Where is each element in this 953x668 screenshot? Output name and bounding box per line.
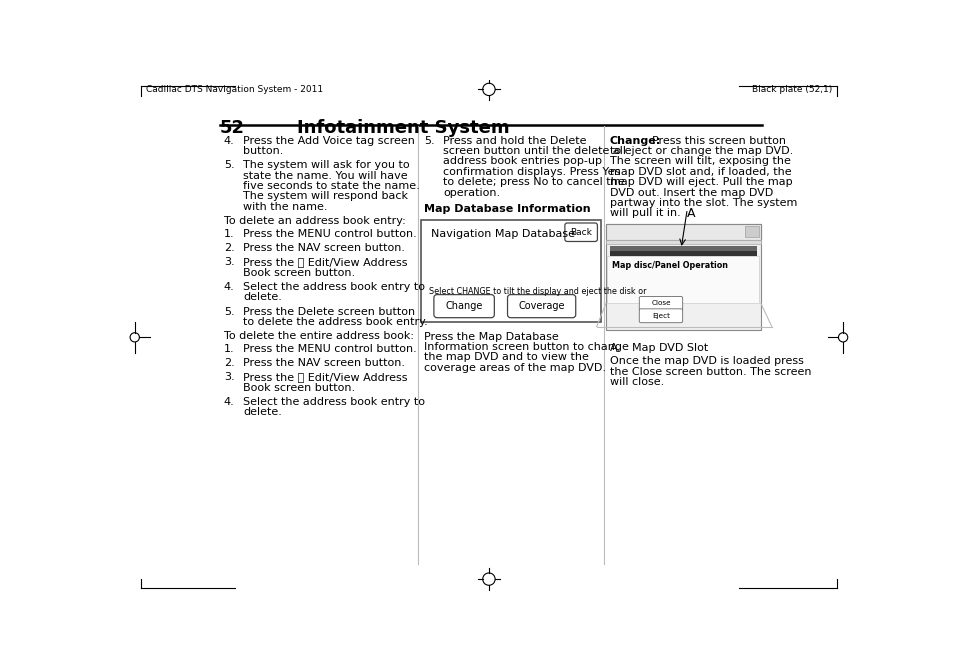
Text: Black plate (52,1): Black plate (52,1) <box>751 85 831 94</box>
Text: address book entries pop-up: address book entries pop-up <box>443 156 601 166</box>
Text: Once the map DVD is loaded press: Once the map DVD is loaded press <box>609 356 802 366</box>
Text: Close: Close <box>651 301 670 307</box>
Text: Cadillac DTS Navigation System - 2011: Cadillac DTS Navigation System - 2011 <box>146 85 322 94</box>
Text: Press the ⎓ Edit/View Address: Press the ⎓ Edit/View Address <box>243 257 407 267</box>
Text: Press and hold the Delete: Press and hold the Delete <box>443 136 586 146</box>
Text: Change: Change <box>445 301 482 311</box>
Text: state the name. You will have: state the name. You will have <box>243 170 408 180</box>
Text: Press this screen button: Press this screen button <box>645 136 785 146</box>
Text: partway into the slot. The system: partway into the slot. The system <box>609 198 797 208</box>
Text: To delete the entire address book:: To delete the entire address book: <box>224 331 414 341</box>
Text: Press the Add Voice tag screen: Press the Add Voice tag screen <box>243 136 415 146</box>
Text: Book screen button.: Book screen button. <box>243 383 355 393</box>
Text: Map disc/Panel Operation: Map disc/Panel Operation <box>612 261 727 270</box>
Text: coverage areas of the map DVD.: coverage areas of the map DVD. <box>423 363 605 373</box>
Text: to delete; press No to cancel the: to delete; press No to cancel the <box>443 177 624 187</box>
Text: Eject: Eject <box>651 313 669 319</box>
Text: 5.: 5. <box>224 160 234 170</box>
Text: Change:: Change: <box>609 136 660 146</box>
Text: Press the Delete screen button: Press the Delete screen button <box>243 307 415 317</box>
FancyBboxPatch shape <box>744 226 758 237</box>
FancyBboxPatch shape <box>421 220 600 323</box>
Text: delete.: delete. <box>243 293 282 303</box>
Text: Press the MENU control button.: Press the MENU control button. <box>243 344 416 354</box>
Text: confirmation displays. Press Yes: confirmation displays. Press Yes <box>443 167 619 177</box>
Text: Select the address book entry to: Select the address book entry to <box>243 397 425 407</box>
FancyBboxPatch shape <box>609 246 757 251</box>
Text: Press the MENU control button.: Press the MENU control button. <box>243 228 416 238</box>
Text: button.: button. <box>243 146 283 156</box>
Text: will close.: will close. <box>609 377 663 387</box>
Text: 5.: 5. <box>423 136 434 146</box>
FancyBboxPatch shape <box>434 295 494 318</box>
Text: A: A <box>686 207 695 220</box>
FancyBboxPatch shape <box>607 257 759 303</box>
FancyBboxPatch shape <box>605 240 760 244</box>
Text: The system will ask for you to: The system will ask for you to <box>243 160 410 170</box>
FancyBboxPatch shape <box>564 223 597 241</box>
Text: to eject or change the map DVD.: to eject or change the map DVD. <box>609 146 792 156</box>
Text: Select the address book entry to: Select the address book entry to <box>243 282 425 292</box>
Text: Back: Back <box>570 228 592 236</box>
Text: 52: 52 <box>220 119 245 137</box>
Text: The screen will tilt, exposing the: The screen will tilt, exposing the <box>609 156 790 166</box>
Text: 4.: 4. <box>224 397 234 407</box>
Text: 3.: 3. <box>224 257 234 267</box>
Text: 2.: 2. <box>224 358 234 368</box>
Text: 4.: 4. <box>224 136 234 146</box>
Text: Press the NAV screen button.: Press the NAV screen button. <box>243 358 405 368</box>
Text: 3.: 3. <box>224 372 234 382</box>
Text: The system will respond back: The system will respond back <box>243 192 408 202</box>
Text: Map DVD Slot: Map DVD Slot <box>631 343 707 353</box>
FancyBboxPatch shape <box>605 224 760 331</box>
Text: map DVD slot and, if loaded, the: map DVD slot and, if loaded, the <box>609 167 791 177</box>
Text: Navigation Map Database: Navigation Map Database <box>431 229 575 239</box>
Text: Information screen button to change: Information screen button to change <box>423 342 628 352</box>
Text: Book screen button.: Book screen button. <box>243 268 355 278</box>
Text: Coverage: Coverage <box>517 301 564 311</box>
Text: operation.: operation. <box>443 188 499 198</box>
Text: the map DVD and to view the: the map DVD and to view the <box>423 352 588 362</box>
Text: Infotainment System: Infotainment System <box>297 119 510 137</box>
Text: Press the NAV screen button.: Press the NAV screen button. <box>243 243 405 253</box>
Text: 5.: 5. <box>224 307 234 317</box>
FancyBboxPatch shape <box>639 309 682 323</box>
Text: 2.: 2. <box>224 243 234 253</box>
Text: A.: A. <box>609 343 620 353</box>
Text: with the name.: with the name. <box>243 202 328 212</box>
Text: DVD out. Insert the map DVD: DVD out. Insert the map DVD <box>609 188 772 198</box>
FancyBboxPatch shape <box>507 295 575 318</box>
Text: Press the ⎓ Edit/View Address: Press the ⎓ Edit/View Address <box>243 372 407 382</box>
Text: the Close screen button. The screen: the Close screen button. The screen <box>609 367 810 377</box>
Text: 1.: 1. <box>224 228 234 238</box>
Text: 4.: 4. <box>224 282 234 292</box>
FancyBboxPatch shape <box>639 297 682 311</box>
Text: Map Database Information: Map Database Information <box>423 204 590 214</box>
Text: map DVD will eject. Pull the map: map DVD will eject. Pull the map <box>609 177 792 187</box>
FancyBboxPatch shape <box>609 246 757 257</box>
Text: To delete an address book entry:: To delete an address book entry: <box>224 216 405 226</box>
Text: screen button until the delete all: screen button until the delete all <box>443 146 625 156</box>
Text: five seconds to state the name.: five seconds to state the name. <box>243 181 419 191</box>
Text: to delete the address book entry.: to delete the address book entry. <box>243 317 428 327</box>
Text: delete.: delete. <box>243 407 282 418</box>
Text: Select CHANGE to tilt the display and eject the disk or: Select CHANGE to tilt the display and ej… <box>429 287 646 296</box>
FancyBboxPatch shape <box>605 224 760 240</box>
Text: Press the Map Database: Press the Map Database <box>423 331 558 341</box>
Text: will pull it in.: will pull it in. <box>609 208 679 218</box>
Text: 1.: 1. <box>224 344 234 354</box>
